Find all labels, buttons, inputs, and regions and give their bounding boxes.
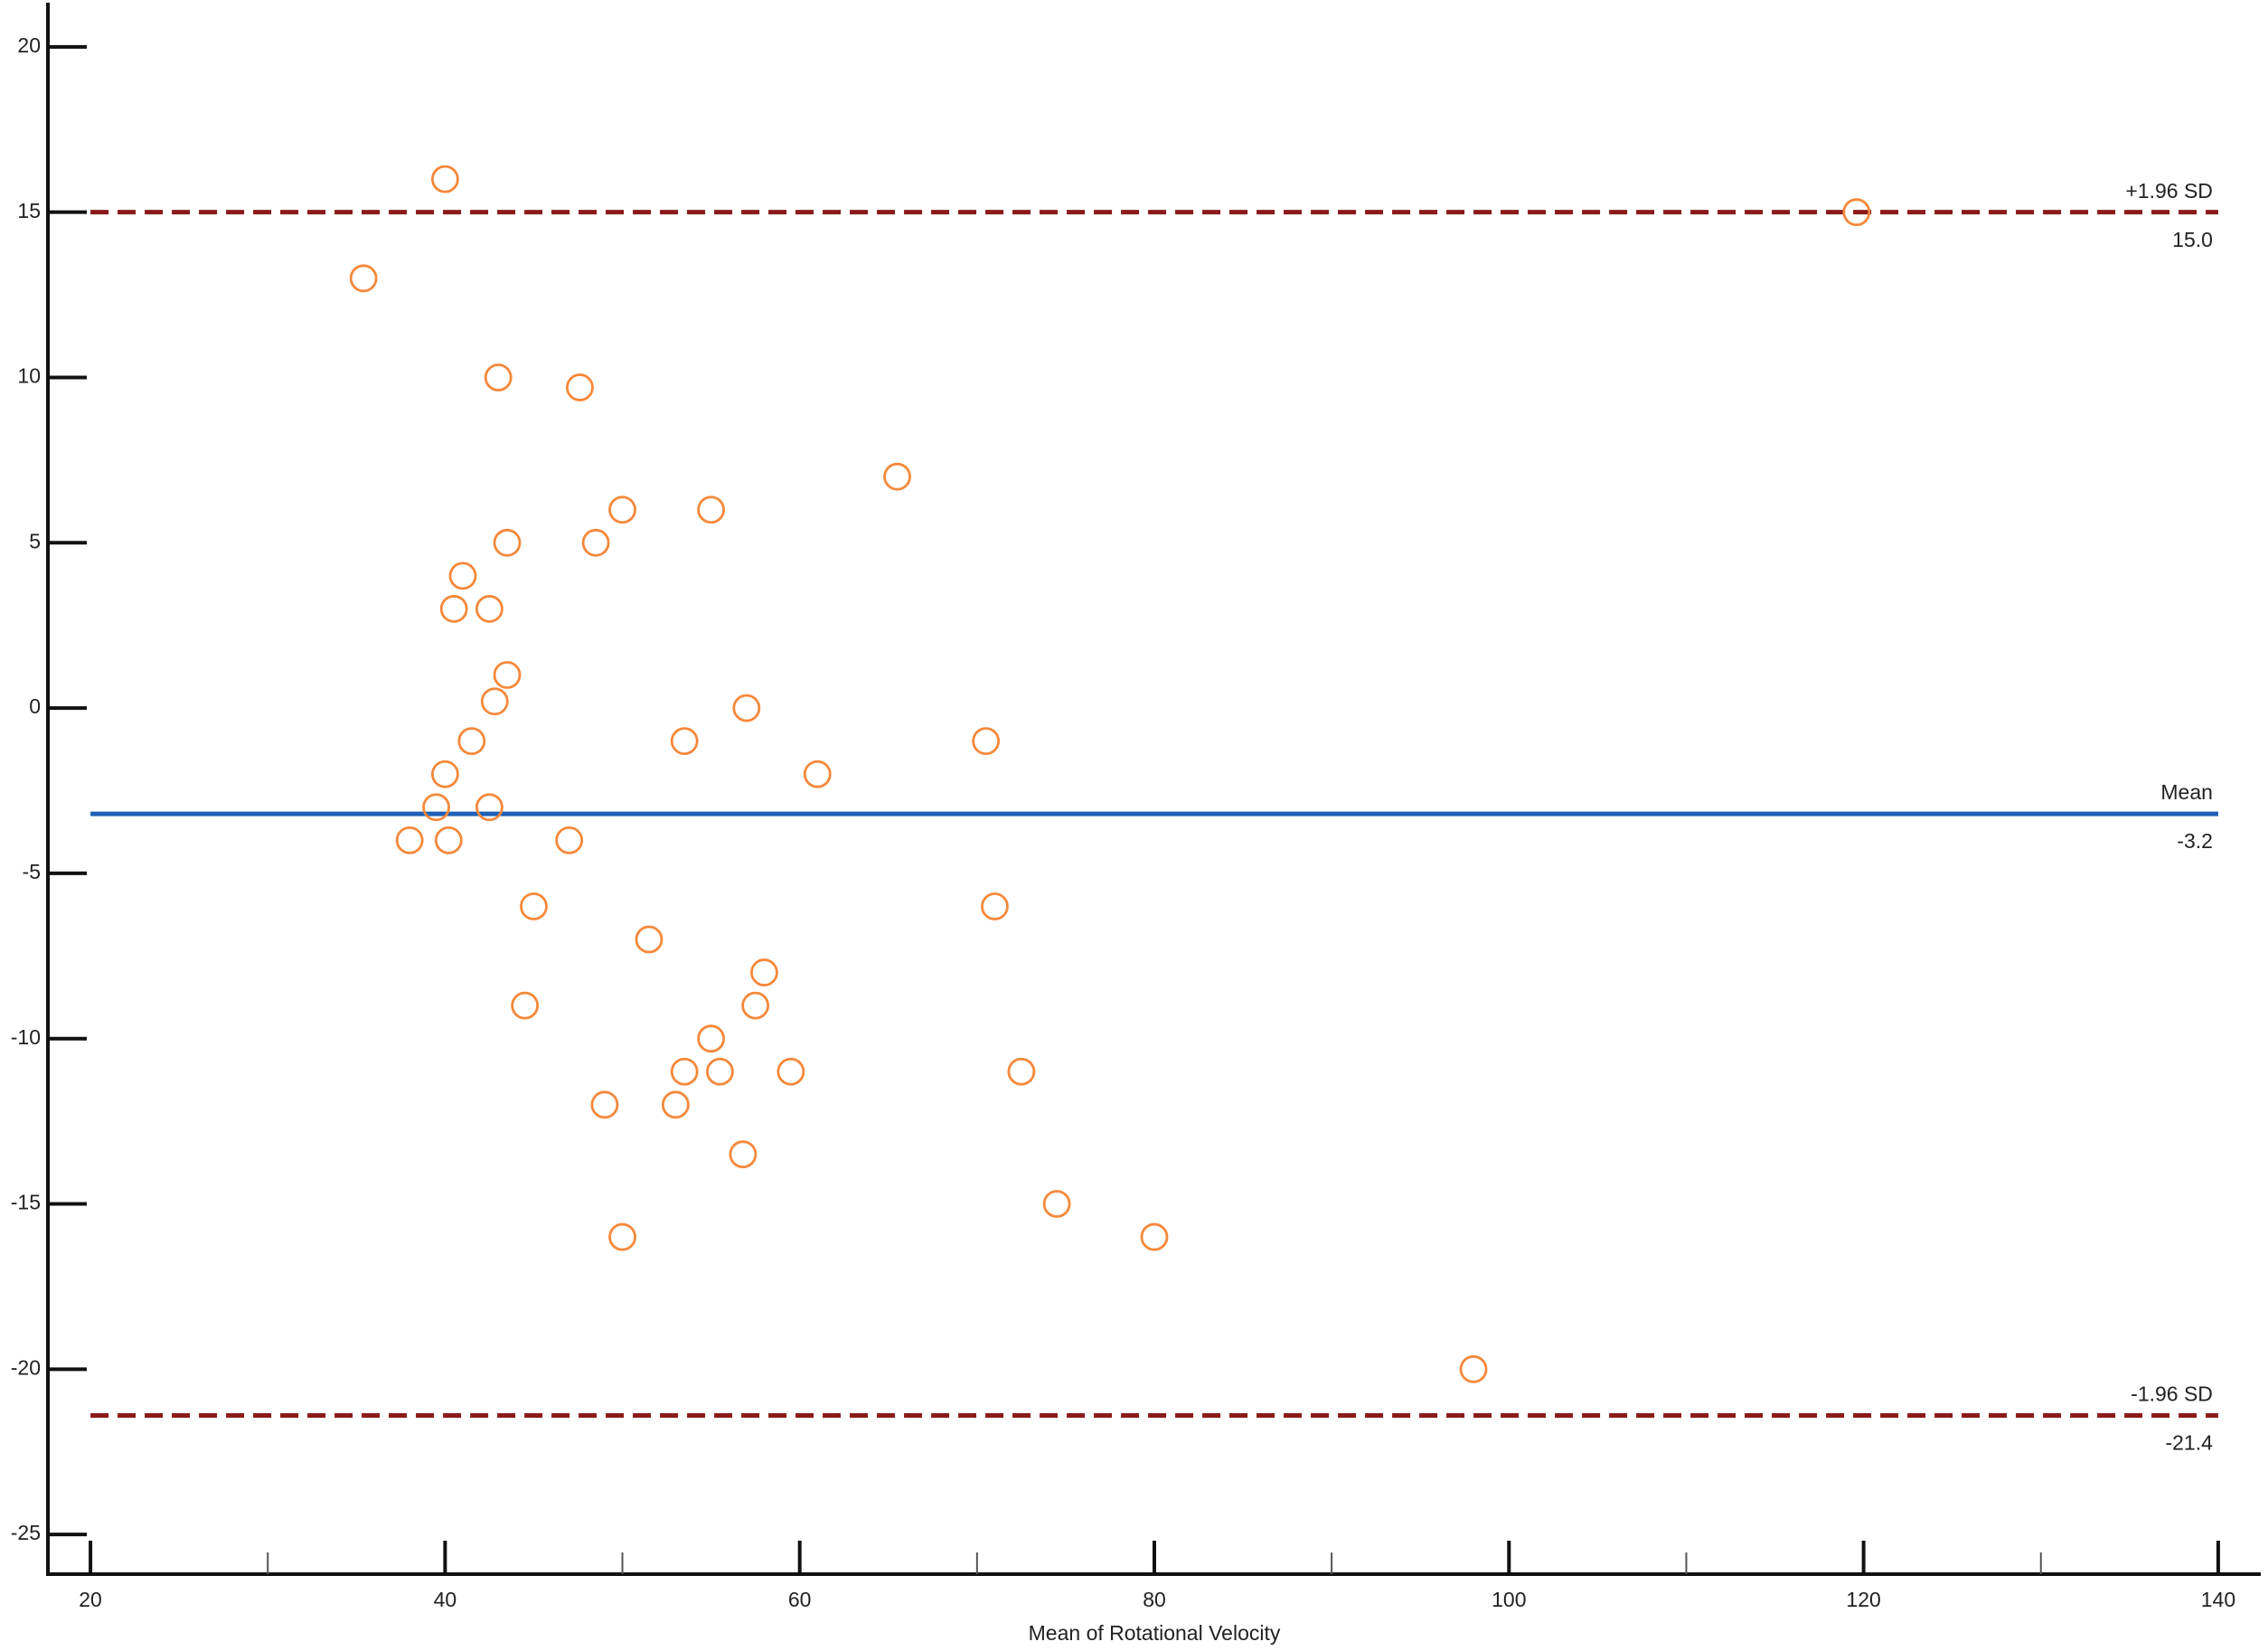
y-tick-label: -25 — [11, 1521, 41, 1544]
reference-line-name: -1.96 SD — [2131, 1382, 2213, 1406]
point — [670, 1057, 699, 1086]
x-tick-label: 40 — [434, 1588, 457, 1611]
y-tick-label: -10 — [11, 1025, 41, 1049]
x-tick-label: 20 — [79, 1588, 102, 1611]
y-tick-label: -15 — [11, 1191, 41, 1214]
point — [566, 373, 594, 401]
reference-line-value: 15.0 — [2172, 228, 2213, 251]
y-tick-label: 10 — [17, 364, 41, 388]
y-tick-label: 20 — [17, 33, 41, 57]
point — [883, 462, 911, 491]
point — [608, 495, 636, 524]
point — [590, 1090, 619, 1119]
x-tick-label: 140 — [2201, 1588, 2235, 1611]
x-tick-label: 120 — [1846, 1588, 1880, 1611]
point — [1459, 1354, 1488, 1383]
x-tick-label: 80 — [1143, 1588, 1166, 1611]
point — [457, 727, 486, 756]
point — [475, 793, 503, 822]
point — [661, 1090, 690, 1119]
point — [1140, 1222, 1169, 1251]
point — [484, 363, 513, 392]
point — [475, 595, 503, 623]
point — [608, 1222, 636, 1251]
point — [448, 561, 477, 590]
point — [776, 1057, 805, 1086]
point — [349, 264, 378, 293]
point — [750, 958, 778, 986]
point — [706, 1057, 734, 1086]
reference-line-name: +1.96 SD — [2125, 179, 2213, 203]
x-axis-title: Mean of Rotational Velocity — [1029, 1621, 1281, 1645]
y-tick-label: 0 — [29, 694, 41, 718]
y-tick-label: -20 — [11, 1355, 41, 1379]
point — [697, 1024, 726, 1053]
point — [635, 925, 663, 954]
point — [972, 727, 1001, 756]
point — [1007, 1057, 1036, 1086]
point — [520, 892, 548, 920]
point — [741, 991, 770, 1020]
point — [555, 826, 584, 854]
point — [581, 528, 610, 557]
point — [480, 687, 509, 716]
point — [434, 826, 463, 854]
x-tick-label: 100 — [1492, 1588, 1526, 1611]
point — [430, 165, 459, 193]
point — [981, 892, 1009, 920]
point — [422, 793, 450, 822]
point — [439, 595, 468, 623]
y-tick-label: 15 — [17, 199, 41, 222]
point — [697, 495, 726, 524]
point — [729, 1140, 758, 1169]
point — [1042, 1190, 1071, 1218]
point — [395, 826, 424, 854]
point — [1842, 198, 1871, 227]
point — [732, 693, 761, 722]
point — [670, 727, 699, 756]
point — [493, 661, 522, 689]
y-tick-label: -5 — [23, 860, 41, 883]
point — [803, 759, 832, 788]
point — [511, 991, 540, 1020]
reference-line-value: -3.2 — [2177, 829, 2213, 853]
x-tick-label: 60 — [788, 1588, 812, 1611]
reference-line-value: -21.4 — [2165, 1431, 2213, 1455]
point — [493, 528, 522, 557]
point — [430, 759, 459, 788]
y-tick-label: 5 — [29, 529, 41, 552]
reference-line-name: Mean — [2160, 780, 2213, 804]
